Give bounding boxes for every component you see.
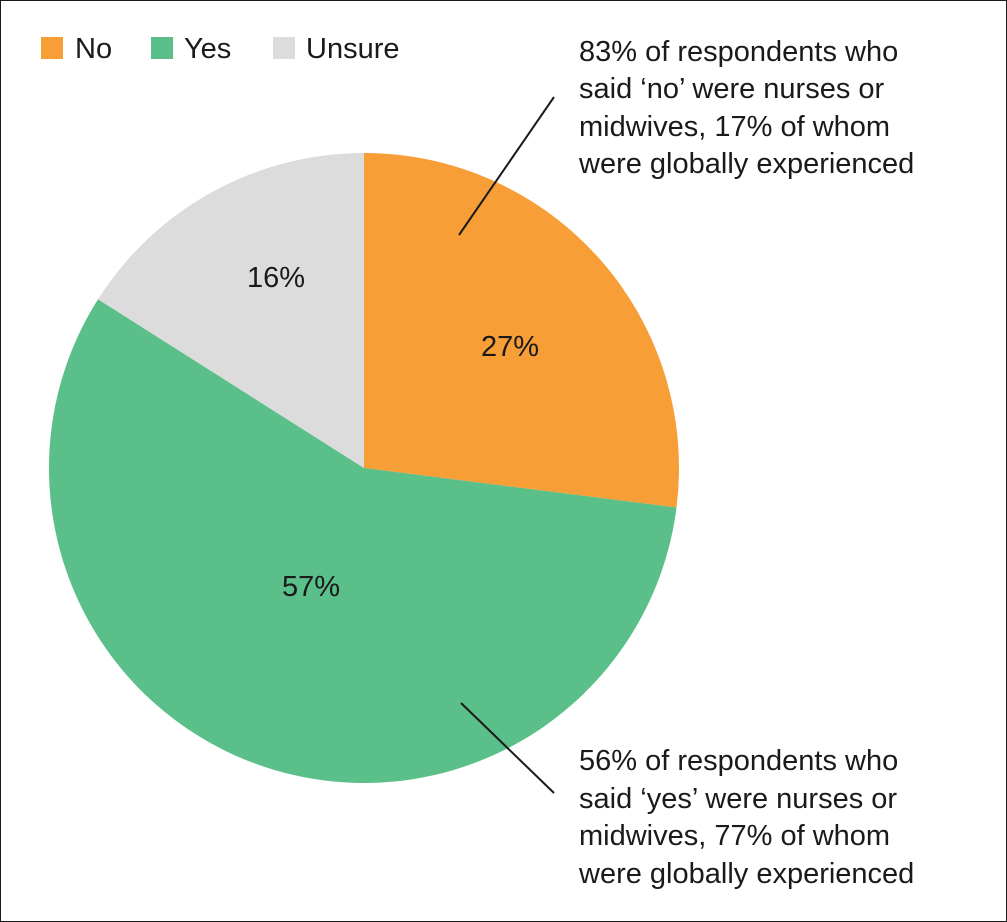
annotation-no-line-1: 83% of respondents who [579, 36, 898, 68]
annotation-yes-line-1: 56% of respondents who [579, 745, 898, 777]
slice-unsure [98, 153, 364, 468]
legend-swatch-no [41, 37, 63, 59]
legend-entry-yes: Yes [151, 33, 231, 65]
legend-label-yes: Yes [184, 33, 231, 65]
slice-label-yes: 57% [282, 571, 340, 603]
annotation-leader-no [458, 96, 555, 236]
slice-label-unsure: 16% [247, 262, 305, 294]
pie-slices [49, 153, 680, 783]
legend: No Yes Unsure [41, 33, 400, 65]
annotation-no: 83% of respondents who said ‘no’ were nu… [458, 36, 914, 236]
slice-no [364, 153, 680, 508]
annotation-yes-line-3: midwives, 77% of whom [579, 820, 890, 852]
legend-entry-no: No [41, 33, 112, 65]
slice-label-no: 27% [481, 331, 539, 363]
legend-label-no: No [75, 33, 112, 65]
annotation-leader-yes [460, 702, 555, 794]
legend-entry-unsure: Unsure [273, 33, 400, 65]
annotation-yes-line-4: were globally experienced [578, 858, 914, 890]
legend-label-unsure: Unsure [306, 33, 400, 65]
annotation-no-line-2: said ‘no’ were nurses or [579, 73, 885, 105]
annotation-yes: 56% of respondents who said ‘yes’ were n… [460, 702, 914, 890]
slice-yes [49, 299, 677, 783]
annotation-yes-line-2: said ‘yes’ were nurses or [579, 783, 897, 815]
legend-swatch-unsure [273, 37, 295, 59]
legend-swatch-yes [151, 37, 173, 59]
slice-labels: 27% 57% 16% [247, 262, 539, 603]
annotation-no-line-3: midwives, 17% of whom [579, 111, 890, 143]
annotation-no-line-4: were globally experienced [578, 148, 914, 180]
